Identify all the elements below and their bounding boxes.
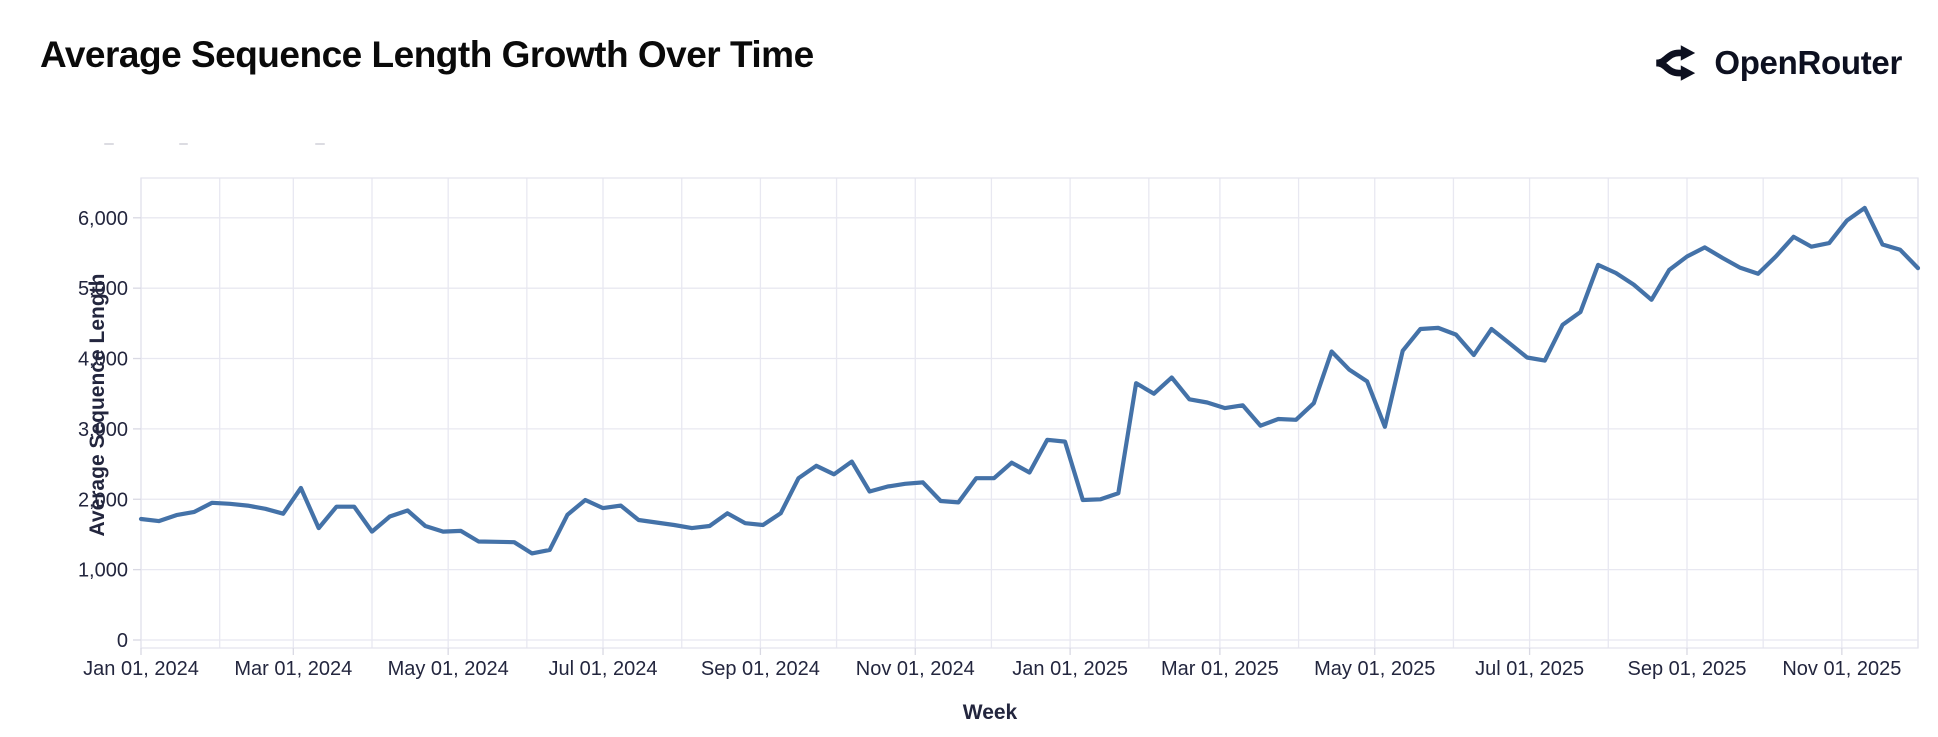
brand-name: OpenRouter <box>1714 44 1902 81</box>
x-tick-label: Mar 01, 2024 <box>234 658 352 680</box>
y-tick-label: 3,000 <box>78 419 128 441</box>
x-tick-label: Mar 01, 2025 <box>1161 658 1279 680</box>
x-tick-label: Nov 01, 2025 <box>1782 658 1901 680</box>
x-tick-label: Jan 01, 2025 <box>1012 658 1128 680</box>
x-tick-label: Sep 01, 2024 <box>701 658 820 680</box>
openrouter-icon <box>1653 40 1699 86</box>
y-tick-label: 2,000 <box>78 489 128 511</box>
y-tick-label: 1,000 <box>78 560 128 582</box>
x-tick-label: Nov 01, 2024 <box>856 658 975 680</box>
y-axis-title: Average Sequence Length <box>86 274 109 537</box>
x-tick-label: May 01, 2024 <box>388 658 509 680</box>
plot-frame <box>140 177 1919 649</box>
x-axis-title: Week <box>963 701 1018 724</box>
x-tick-label: Jul 01, 2024 <box>549 658 658 680</box>
brand-logo: OpenRouter <box>1653 40 1902 86</box>
x-tick-label: Jul 01, 2025 <box>1475 658 1584 680</box>
y-tick-label: 5,000 <box>78 278 128 300</box>
y-tick-label: 0 <box>117 630 128 652</box>
page-title: Average Sequence Length Growth Over Time <box>40 34 814 75</box>
y-tick-label: 6,000 <box>78 208 128 230</box>
x-tick-label: Sep 01, 2025 <box>1627 658 1746 680</box>
x-tick-label: May 01, 2025 <box>1314 658 1435 680</box>
x-tick-label: Jan 01, 2024 <box>83 658 199 680</box>
series-line-average-sequence-length <box>138 205 1921 556</box>
y-tick-label: 4,000 <box>78 349 128 371</box>
